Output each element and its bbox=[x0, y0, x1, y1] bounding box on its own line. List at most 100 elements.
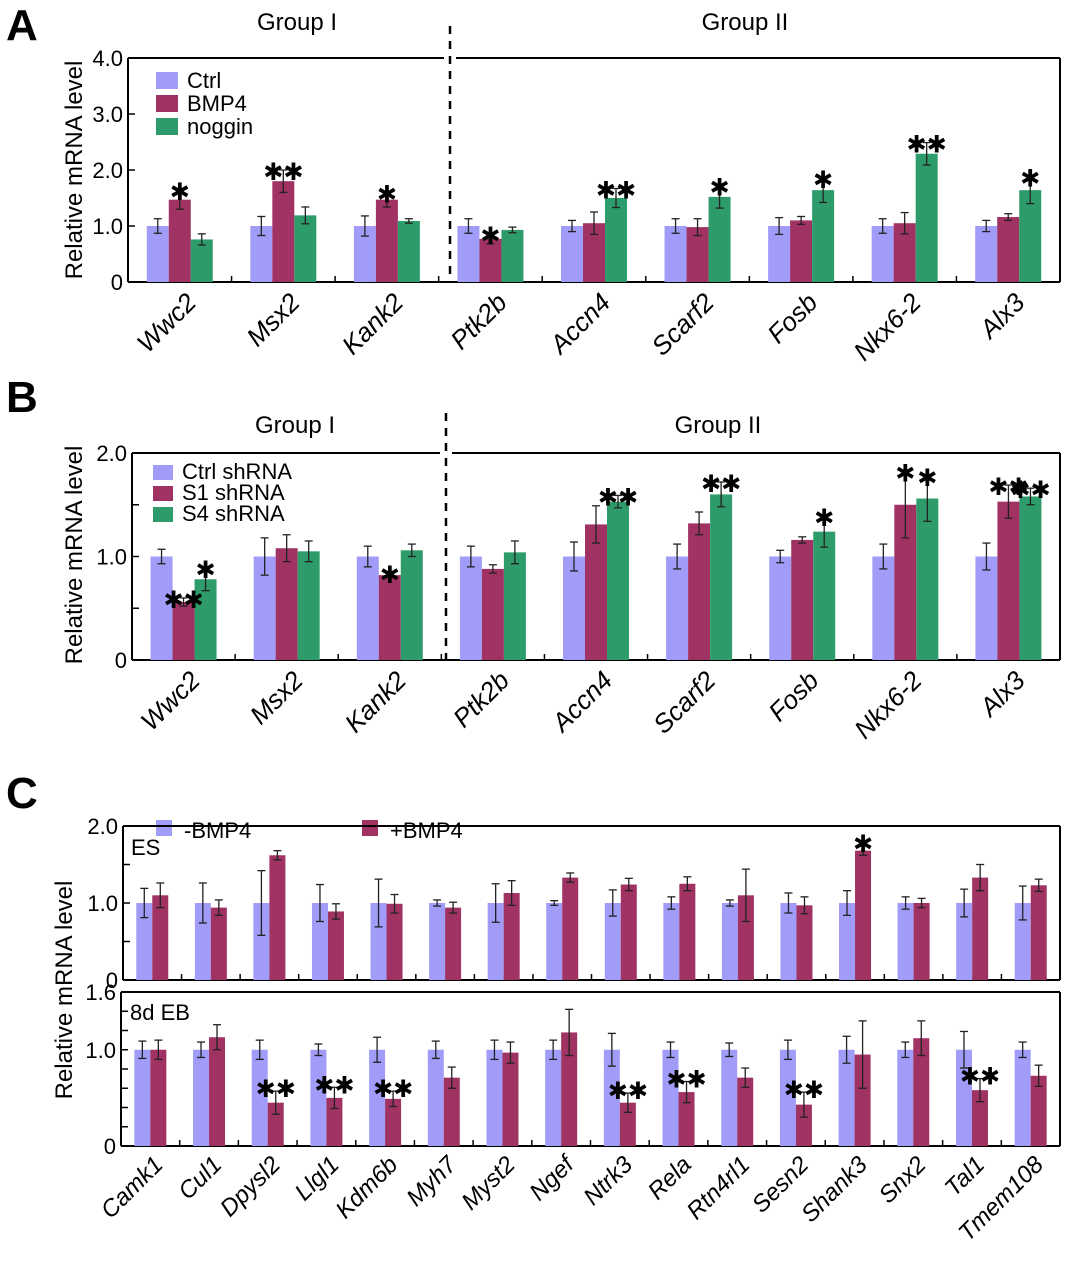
x-category-label: Snx2 bbox=[874, 1151, 932, 1209]
error-bar bbox=[486, 233, 495, 245]
y-tick-label: 1.0 bbox=[85, 1038, 116, 1063]
bar--bmp4 bbox=[267, 1102, 284, 1146]
bar--bmp4 bbox=[150, 1049, 167, 1146]
legend-label-noggin: S4 shRNA bbox=[182, 501, 285, 526]
error-bar bbox=[959, 1030, 968, 1069]
bar-s1-shrna bbox=[275, 548, 298, 660]
x-category-label: Myh7 bbox=[401, 1150, 463, 1212]
bar-ctrl bbox=[561, 226, 583, 282]
error-bar bbox=[197, 233, 206, 246]
y-tick-label: 1.0 bbox=[96, 545, 127, 570]
error-bar bbox=[491, 883, 500, 923]
bar-s1-shrna bbox=[378, 575, 401, 660]
error-bar bbox=[433, 899, 442, 907]
error-bar bbox=[271, 1090, 280, 1115]
y-axis-label-a: Relative mRNA level bbox=[61, 61, 88, 280]
bar--bmp4 bbox=[310, 1049, 327, 1146]
bar--bmp4 bbox=[913, 903, 930, 980]
error-bar bbox=[682, 1080, 691, 1104]
legend-label-plus-bmp4: +BMP4 bbox=[390, 818, 463, 843]
bar--bmp4 bbox=[134, 1049, 151, 1146]
error-bar bbox=[156, 882, 165, 909]
bar--bmp4 bbox=[194, 903, 211, 980]
y-axis-label-b: Relative mRNA level bbox=[61, 446, 88, 665]
legend-swatch-minus-bmp4 bbox=[156, 820, 172, 836]
y-tick-label: 0 bbox=[106, 968, 118, 993]
bar--bmp4 bbox=[678, 1092, 695, 1146]
error-bar bbox=[612, 187, 620, 209]
significance-marker: ✱✱ bbox=[608, 1077, 648, 1105]
error-bar bbox=[1018, 885, 1027, 921]
bar--bmp4 bbox=[1030, 1075, 1047, 1146]
bar--bmp4 bbox=[385, 1098, 402, 1146]
bar--bmp4 bbox=[386, 903, 403, 980]
error-bar bbox=[382, 191, 391, 208]
bar--bmp4 bbox=[619, 1102, 636, 1146]
bar--bmp4 bbox=[503, 892, 520, 980]
x-category-label: Alx3 bbox=[972, 287, 1031, 346]
error-bar bbox=[570, 541, 578, 572]
error-bar bbox=[179, 597, 188, 607]
bar-s1-shrna bbox=[997, 501, 1020, 660]
y-tick-label: 0 bbox=[115, 648, 127, 673]
error-bar bbox=[858, 1020, 867, 1089]
bar--bmp4 bbox=[971, 1090, 988, 1146]
bar-s4-shrna bbox=[297, 551, 320, 660]
error-bar bbox=[715, 185, 724, 209]
significance-marker: ✱ bbox=[813, 166, 833, 194]
bar-bmp4 bbox=[375, 199, 398, 282]
y-tick-label: 2.0 bbox=[92, 158, 123, 183]
x-category-label: Wwc2 bbox=[135, 665, 207, 737]
significance-marker: ✱ bbox=[917, 464, 937, 492]
bar--bmp4 bbox=[1014, 1049, 1031, 1146]
bar-ctrl bbox=[250, 226, 273, 282]
bar--bmp4 bbox=[663, 903, 680, 980]
bar-ctrl bbox=[146, 226, 169, 282]
error-bar bbox=[507, 880, 516, 906]
error-bar bbox=[175, 189, 184, 210]
significance-marker: ✱✱ bbox=[907, 131, 947, 159]
bar-s4-shrna bbox=[916, 498, 939, 660]
bar--bmp4 bbox=[956, 903, 973, 980]
legend-swatch-noggin bbox=[156, 118, 178, 135]
bar-ctrl-shrna bbox=[769, 556, 792, 660]
legend-label-bmp4: BMP4 bbox=[187, 91, 247, 116]
error-bar bbox=[693, 218, 702, 237]
legend-swatch-ctrl bbox=[156, 72, 178, 89]
error-bar bbox=[741, 1067, 750, 1088]
error-bar bbox=[197, 1041, 206, 1059]
error-bar bbox=[922, 141, 931, 166]
significance-marker: ✱ bbox=[710, 174, 730, 202]
x-category-label: Nkx6-2 bbox=[848, 665, 928, 745]
significance-marker: ✱ bbox=[814, 504, 834, 532]
x-category-label: Msx2 bbox=[240, 287, 306, 353]
y-tick-label: 0 bbox=[104, 1134, 116, 1159]
error-bar bbox=[1034, 878, 1043, 893]
x-category-label: Accn4 bbox=[543, 287, 617, 361]
subpanel-label-es: ES bbox=[131, 835, 160, 860]
error-bar bbox=[549, 1039, 558, 1061]
bar-ctrl-shrna bbox=[356, 556, 379, 660]
error-bar bbox=[614, 494, 622, 509]
x-category-label: Shank3 bbox=[796, 1151, 873, 1228]
y-tick-label: 1.0 bbox=[92, 214, 123, 239]
subpanel-label-eb: 8d EB bbox=[130, 1000, 190, 1025]
group-label-1: Group I bbox=[255, 412, 335, 439]
error-bar bbox=[385, 572, 394, 578]
significance-marker: ✱ bbox=[853, 830, 873, 858]
bar-s4-shrna bbox=[400, 550, 423, 660]
panel-label-b: B bbox=[6, 373, 38, 422]
bar--bmp4 bbox=[429, 903, 446, 980]
bar-ctrl bbox=[353, 226, 376, 282]
bar-ctrl bbox=[457, 226, 480, 282]
x-category-label: Camk1 bbox=[96, 1151, 169, 1224]
bar-ctrl bbox=[871, 226, 894, 282]
error-bar bbox=[565, 1008, 574, 1057]
bar--bmp4 bbox=[795, 1104, 812, 1146]
x-category-label: Accn4 bbox=[545, 665, 619, 739]
error-bar bbox=[257, 215, 266, 237]
significance-marker: ✱✱ bbox=[988, 473, 1028, 501]
error-bar bbox=[374, 878, 383, 928]
error-bar bbox=[447, 1066, 456, 1089]
error-bar bbox=[901, 470, 910, 539]
